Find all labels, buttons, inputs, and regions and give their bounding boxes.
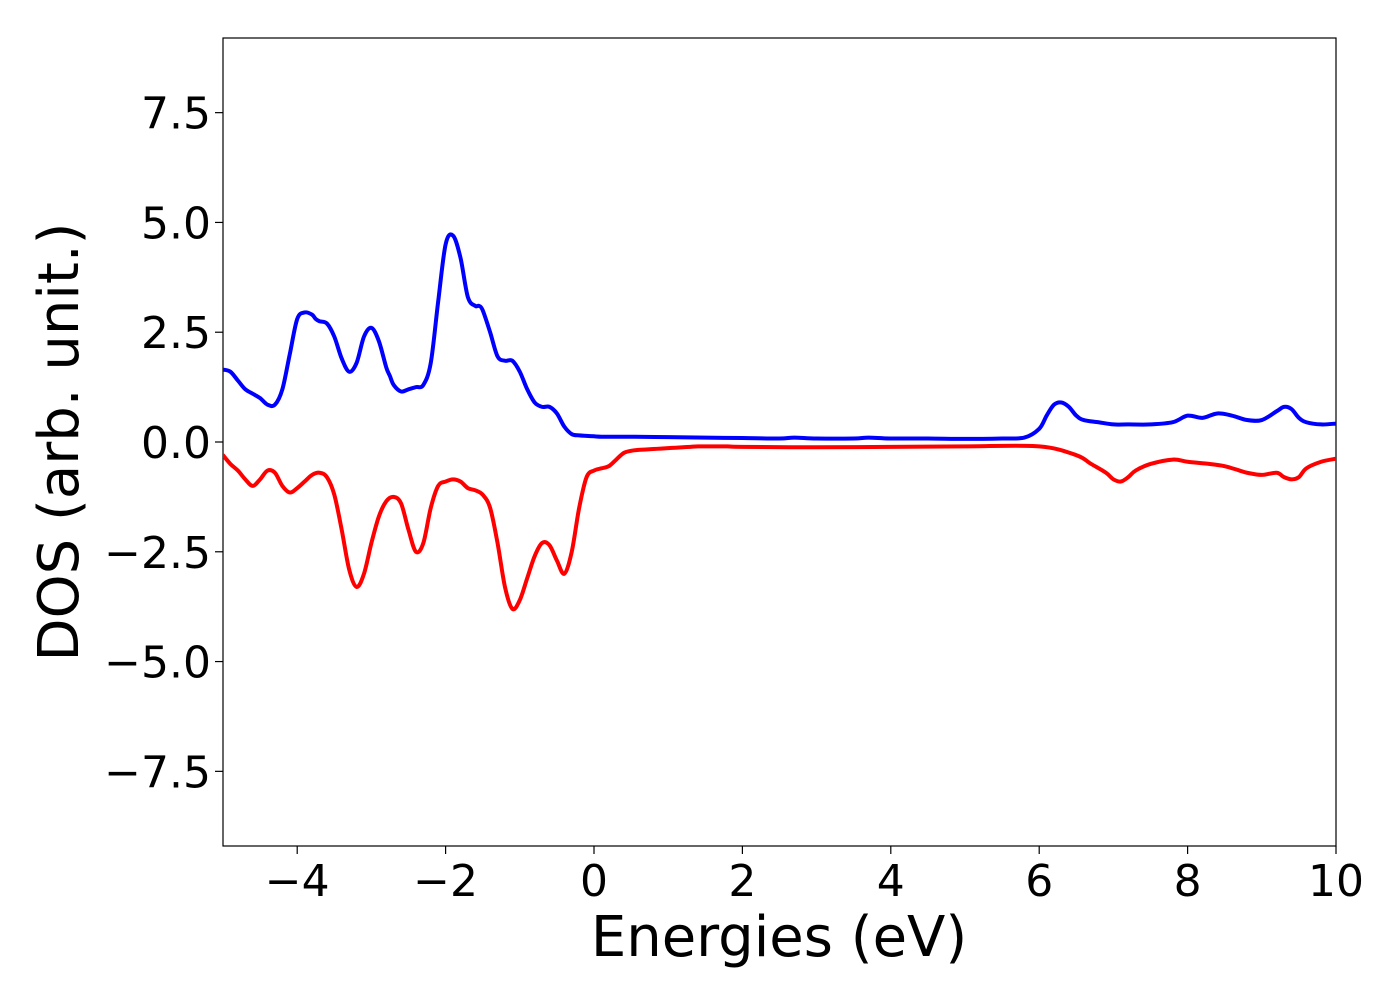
- y-tick-label: −2.5: [104, 528, 211, 579]
- plot-frame: [222, 37, 1337, 847]
- x-tick-label: 2: [728, 856, 756, 907]
- y-tick-label: 0.0: [141, 418, 211, 469]
- y-tick-label: 7.5: [141, 89, 211, 140]
- y-tick-label: −7.5: [104, 747, 211, 798]
- series-line-0: [223, 232, 1336, 441]
- x-tick-label: 6: [1025, 856, 1053, 907]
- y-axis-label: DOS (arb. unit.): [27, 222, 92, 661]
- y-tick-label: −5.0: [104, 638, 211, 689]
- plot-area: [222, 37, 1337, 847]
- x-axis-ticks: −4 −2 0 2 4 6 8 10: [265, 846, 1364, 907]
- x-tick-label: 0: [580, 856, 608, 907]
- y-tick-label: 2.5: [141, 308, 211, 359]
- series-line-1: [223, 443, 1336, 612]
- x-tick-label: −2: [413, 856, 478, 907]
- x-tick-label: −4: [265, 856, 330, 907]
- y-axis-ticks: −7.5 −5.0 −2.5 0.0 2.5 5.0 7.5: [104, 89, 223, 798]
- x-tick-label: 10: [1308, 856, 1364, 907]
- series-layer: [223, 232, 1336, 612]
- x-tick-label: 4: [877, 856, 905, 907]
- x-tick-label: 8: [1174, 856, 1202, 907]
- x-axis-label: Energies (eV): [591, 905, 967, 970]
- y-tick-label: 5.0: [141, 198, 211, 249]
